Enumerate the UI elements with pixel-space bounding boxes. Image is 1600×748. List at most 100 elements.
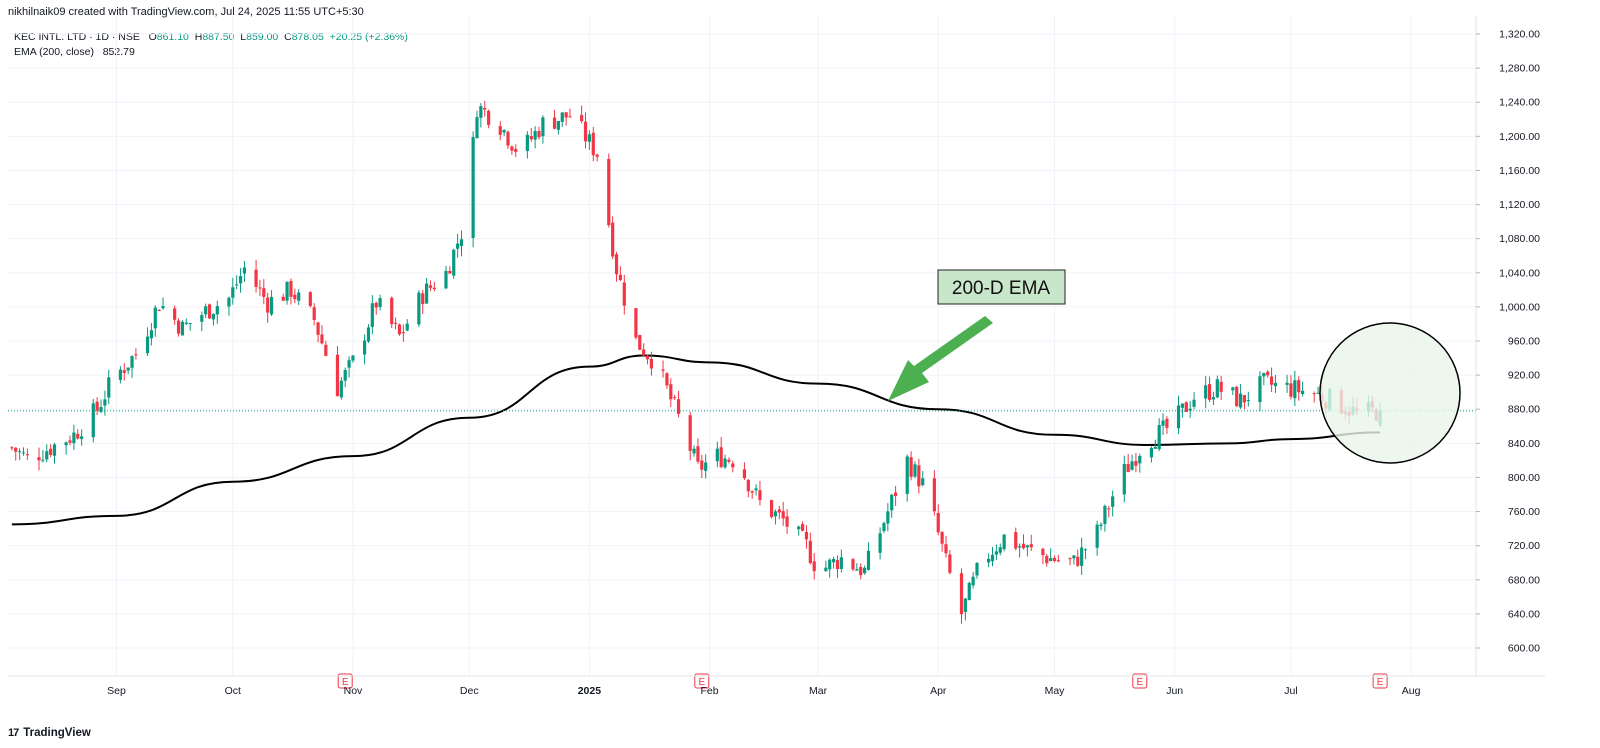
candle-up — [362, 340, 367, 355]
candle-down — [1126, 463, 1130, 473]
candle-up — [890, 494, 894, 511]
candle-up — [1080, 547, 1084, 566]
candle-down — [661, 369, 665, 371]
candle-down — [176, 320, 181, 334]
candle-down — [932, 478, 936, 512]
candle-up — [99, 406, 103, 412]
candle-up — [1018, 546, 1022, 548]
candle-down — [894, 492, 898, 497]
candle-down — [1029, 544, 1033, 548]
candle-down — [483, 107, 487, 110]
candle-down — [207, 304, 212, 319]
candle-down — [676, 399, 681, 414]
candle-up — [921, 478, 925, 486]
candle-up — [963, 598, 967, 612]
candle-down — [289, 280, 293, 297]
candle-down — [1076, 556, 1080, 566]
candle-up — [715, 448, 719, 462]
candle-down — [266, 297, 270, 313]
candle-down — [10, 447, 14, 449]
candle-down — [316, 322, 320, 335]
candle-up — [227, 297, 231, 307]
candle-up — [1211, 397, 1216, 400]
candle-up — [556, 120, 560, 130]
candle-down — [258, 287, 262, 289]
y-tick-label: 920.00 — [1508, 370, 1540, 382]
candle-up — [990, 554, 995, 562]
candle-down — [595, 154, 599, 157]
candle-up — [347, 360, 351, 368]
candle-up — [1285, 382, 1289, 385]
candle-up — [1176, 405, 1181, 429]
candle-up — [975, 562, 979, 576]
attribution-text: nikhilnaik09 created with TradingView.co… — [8, 6, 364, 18]
candle-up — [994, 551, 998, 555]
candle-up — [704, 462, 708, 471]
candle-down — [696, 446, 700, 462]
candle-up — [1025, 545, 1029, 548]
candle-down — [14, 447, 18, 452]
earnings-marker — [1132, 673, 1148, 689]
candle-down — [95, 401, 99, 411]
candle-up — [145, 336, 150, 354]
candle-down — [448, 270, 452, 274]
candle-up — [45, 451, 49, 460]
candle-up — [425, 283, 429, 304]
candle-down — [1052, 557, 1057, 562]
candle-up — [103, 399, 107, 406]
candle-down — [1289, 383, 1293, 397]
candle-down — [537, 130, 541, 138]
candle-down — [1269, 376, 1274, 385]
candle-up — [444, 270, 448, 289]
candle-down — [1041, 548, 1045, 556]
highlight-circle — [1319, 322, 1461, 464]
earnings-marker — [694, 673, 710, 689]
candle-up — [1300, 390, 1305, 395]
candle-down — [769, 500, 774, 518]
candle-up — [1122, 463, 1126, 495]
candle-up — [971, 576, 975, 586]
candle-down — [781, 511, 785, 519]
ema-line-group — [11, 354, 1381, 526]
candle-down — [808, 540, 812, 564]
candle-up — [1180, 403, 1185, 408]
candle-down — [510, 146, 514, 151]
candle-up — [130, 356, 134, 368]
candle-down — [1184, 402, 1188, 412]
x-tick-label: Mar — [809, 685, 828, 697]
price-axis — [1476, 0, 1600, 700]
candle-down — [742, 469, 747, 479]
candle-down — [1297, 380, 1301, 393]
y-tick-label: 1,040.00 — [1499, 267, 1540, 279]
candle-up — [1002, 534, 1006, 550]
candle-up — [231, 287, 235, 298]
candle-up — [200, 315, 204, 322]
candle-up — [52, 444, 57, 456]
candle-up — [149, 330, 154, 339]
candle-down — [254, 269, 258, 287]
candle-up — [1293, 380, 1297, 399]
candle-down — [719, 447, 723, 468]
candle-up — [862, 567, 867, 574]
candle-down — [397, 324, 402, 335]
candle-down — [1021, 543, 1026, 549]
earnings-marker — [1372, 673, 1388, 689]
x-tick-label: Jun — [1166, 685, 1183, 697]
candle-down — [1045, 555, 1049, 564]
candle-up — [1161, 420, 1165, 426]
candle-down — [1207, 384, 1212, 400]
annotation-label: 200-D EMA — [952, 278, 1051, 299]
candle-down — [1014, 532, 1018, 549]
y-tick-label: 800.00 — [1508, 472, 1540, 484]
candle-up — [351, 355, 355, 361]
candle-up — [126, 367, 130, 371]
candle-down — [944, 544, 948, 554]
candle-up — [1083, 549, 1088, 551]
candle-up — [479, 106, 483, 118]
candle-up — [1153, 446, 1157, 449]
candle-down — [262, 288, 266, 297]
candle-up — [21, 452, 26, 454]
candle-down — [76, 433, 80, 439]
candle-up — [339, 380, 343, 398]
